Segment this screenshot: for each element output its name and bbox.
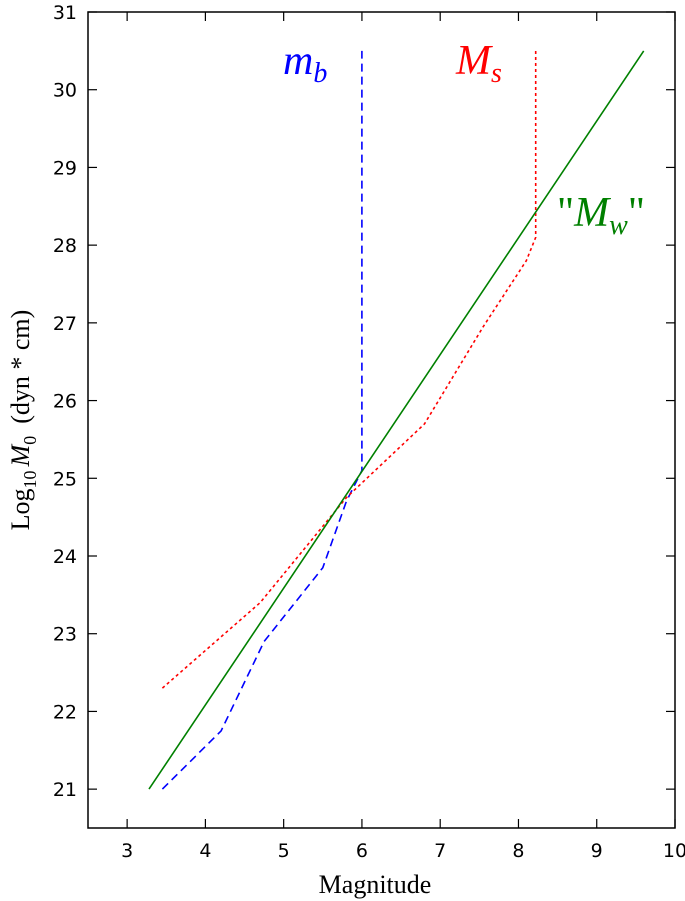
y-tick-label: 28 — [53, 235, 77, 257]
y-tick-label: 30 — [53, 80, 77, 102]
y-tick-label: 24 — [53, 546, 77, 568]
mw-sub: w — [609, 210, 628, 241]
series-line-mb — [161, 50, 363, 790]
y-axis-title: Log10 M0 (dyn * cm) — [6, 310, 40, 531]
series-label-mb: mb — [283, 38, 327, 89]
series-label-mw: "Mw" — [557, 190, 645, 241]
x-axis-title: Magnitude — [319, 870, 432, 899]
y-tick-label: 29 — [53, 157, 77, 179]
x-tick-label: 10 — [663, 840, 685, 862]
mb-main: m — [283, 38, 313, 84]
y-tick-label: 26 — [53, 391, 77, 413]
ms-main: M — [455, 38, 493, 84]
ylabel-units: (dyn * cm) — [6, 310, 35, 424]
y-tick-label: 23 — [53, 624, 77, 646]
mw-post: " — [628, 190, 645, 236]
ylabel-base: Log — [6, 488, 35, 530]
ylabel-sub: 10 — [20, 470, 40, 488]
series-label-ms: Ms — [455, 38, 502, 89]
mw-main: M — [573, 190, 611, 236]
x-tick-label: 9 — [591, 840, 603, 862]
y-tick-label: 22 — [53, 701, 77, 723]
y-tick-label: 25 — [53, 468, 77, 490]
axis-tick-labels: 3 4 5 6 7 8 9 10 21 22 23 24 25 26 27 28 29 30 31 — [53, 2, 685, 862]
x-tick-label: 8 — [512, 840, 524, 862]
ylabel-var-sub: 0 — [20, 436, 40, 445]
x-tick-label: 3 — [121, 840, 133, 862]
x-tick-label: 4 — [199, 840, 211, 862]
series-line-mw — [148, 50, 645, 790]
mw-pre: " — [557, 190, 574, 236]
x-tick-label: 7 — [434, 840, 446, 862]
mb-sub: b — [313, 58, 327, 89]
series-line-ms — [161, 50, 537, 689]
series-group — [148, 50, 645, 790]
ylabel-var: M — [6, 443, 35, 467]
plot-frame — [87, 11, 676, 829]
ms-sub: s — [491, 58, 502, 89]
axis-ticks — [88, 11, 676, 828]
y-tick-label: 21 — [53, 779, 77, 801]
y-tick-label: 27 — [53, 313, 77, 335]
x-tick-label: 5 — [278, 840, 290, 862]
x-tick-label: 6 — [356, 840, 368, 862]
y-tick-label: 31 — [53, 2, 77, 24]
